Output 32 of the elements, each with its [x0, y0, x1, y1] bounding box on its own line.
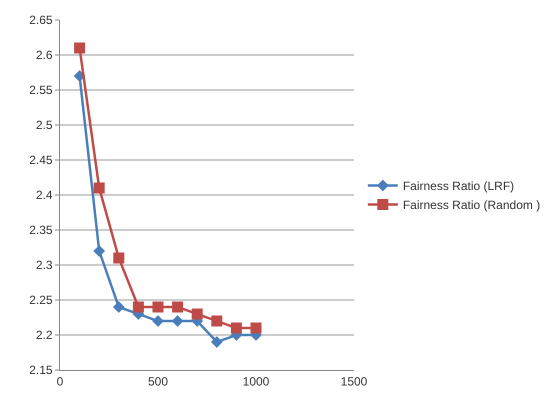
point — [152, 302, 164, 312]
point — [132, 302, 144, 312]
point — [230, 322, 242, 334]
y-tick-label: 2.45 — [29, 153, 53, 168]
point — [172, 302, 184, 312]
y-tick-label: 2.65 — [29, 13, 53, 28]
point — [211, 316, 222, 326]
y-tick-label: 2.4 — [36, 188, 53, 202]
point — [93, 245, 106, 257]
point — [172, 315, 184, 327]
y-tick-label: 2.5 — [36, 118, 53, 132]
x-tick-label: 1000 — [242, 374, 270, 388]
y-tick-label: 2.2 — [36, 328, 53, 342]
point — [192, 308, 203, 320]
y-tick-label: 2.3 — [36, 258, 53, 272]
x-tick-label: 0 — [56, 374, 64, 388]
point — [94, 182, 105, 194]
y-tick-label: 2.25 — [29, 293, 53, 308]
y-tick-label: 2.15 — [29, 363, 53, 378]
point — [152, 315, 164, 327]
y-tick-label: 2.55 — [29, 83, 53, 98]
x-tick-label: 1500 — [340, 374, 368, 388]
y-tick-label: 2.6 — [36, 48, 53, 62]
legend-label: Fairness Ratio (LRF) — [402, 179, 514, 194]
x-tick-label: 500 — [148, 374, 168, 388]
point — [210, 336, 223, 348]
point — [74, 42, 86, 54]
point — [112, 301, 125, 313]
point — [250, 322, 262, 334]
point — [113, 252, 124, 264]
legend-label: Fairness Ratio (Random ) — [402, 198, 540, 212]
y-tick-label: 2.35 — [29, 223, 53, 238]
